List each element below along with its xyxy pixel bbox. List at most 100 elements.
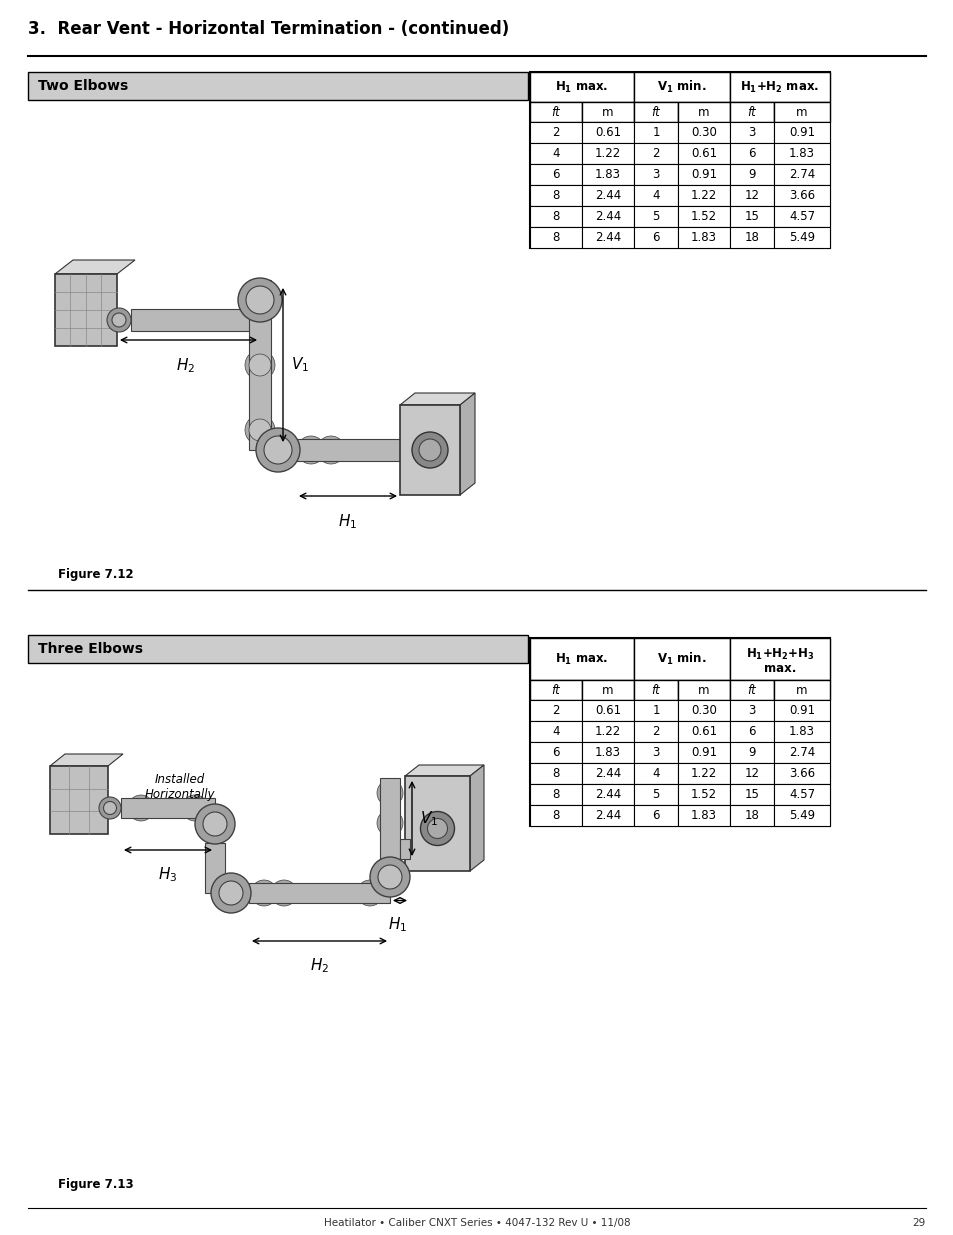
Text: $\mathbf{H_1}$ max.: $\mathbf{H_1}$ max. xyxy=(555,651,608,667)
Circle shape xyxy=(103,802,116,815)
Text: Figure 7.12: Figure 7.12 xyxy=(58,568,133,580)
Text: Installed
Horizontally: Installed Horizontally xyxy=(145,773,215,802)
Circle shape xyxy=(376,810,402,836)
Text: m: m xyxy=(698,105,709,119)
Bar xyxy=(729,763,773,784)
Bar xyxy=(678,763,729,784)
Text: 29: 29 xyxy=(912,1218,925,1228)
Text: 2.44: 2.44 xyxy=(595,189,620,203)
Bar xyxy=(773,700,829,721)
Circle shape xyxy=(203,811,227,836)
Bar xyxy=(399,405,459,495)
Text: 0.30: 0.30 xyxy=(690,704,717,718)
Text: ft: ft xyxy=(747,683,756,697)
Text: 0.61: 0.61 xyxy=(595,704,620,718)
Text: 1.83: 1.83 xyxy=(788,147,814,161)
Bar xyxy=(634,742,678,763)
Circle shape xyxy=(356,881,382,906)
Bar xyxy=(773,164,829,185)
Bar xyxy=(678,742,729,763)
Text: 12: 12 xyxy=(743,189,759,203)
Bar xyxy=(581,805,634,826)
Bar xyxy=(729,742,773,763)
Polygon shape xyxy=(50,755,123,766)
Bar xyxy=(729,185,773,206)
Text: m: m xyxy=(796,683,807,697)
Bar xyxy=(678,227,729,248)
Bar xyxy=(773,143,829,164)
Text: 0.61: 0.61 xyxy=(595,126,620,140)
Text: 2.44: 2.44 xyxy=(595,788,620,802)
Bar xyxy=(581,721,634,742)
Text: 3: 3 xyxy=(652,168,659,182)
Bar xyxy=(729,72,829,103)
Bar xyxy=(581,143,634,164)
Circle shape xyxy=(376,781,402,806)
Bar xyxy=(530,72,829,248)
Bar xyxy=(773,784,829,805)
Text: 6: 6 xyxy=(747,725,755,739)
Bar xyxy=(581,185,634,206)
Text: 1.83: 1.83 xyxy=(788,725,814,739)
Circle shape xyxy=(107,308,131,332)
Bar xyxy=(530,700,581,721)
Bar xyxy=(678,700,729,721)
Bar xyxy=(530,638,829,826)
Text: 8: 8 xyxy=(552,788,559,802)
Text: 8: 8 xyxy=(552,189,559,203)
Text: 0.91: 0.91 xyxy=(788,704,814,718)
Bar xyxy=(50,766,108,834)
Text: $\mathbf{H_1}$ max.: $\mathbf{H_1}$ max. xyxy=(555,79,608,95)
Text: 3: 3 xyxy=(652,746,659,760)
Text: 8: 8 xyxy=(552,210,559,224)
Text: ft: ft xyxy=(651,683,659,697)
Text: Figure 7.13: Figure 7.13 xyxy=(58,1178,133,1191)
Bar xyxy=(634,206,678,227)
Text: ft: ft xyxy=(551,683,559,697)
Bar xyxy=(530,784,581,805)
Bar xyxy=(28,72,527,100)
Text: $V_1$: $V_1$ xyxy=(291,356,309,374)
Circle shape xyxy=(377,864,401,889)
Text: 5.49: 5.49 xyxy=(788,809,814,823)
Bar xyxy=(773,763,829,784)
Bar xyxy=(634,164,678,185)
Text: max.: max. xyxy=(763,662,796,674)
Text: 15: 15 xyxy=(743,788,759,802)
Bar xyxy=(581,206,634,227)
Bar xyxy=(729,638,829,680)
Text: $H_2$: $H_2$ xyxy=(310,956,329,974)
Polygon shape xyxy=(55,261,135,274)
Bar xyxy=(729,227,773,248)
Bar xyxy=(249,883,390,903)
Circle shape xyxy=(251,881,276,906)
Text: 0.91: 0.91 xyxy=(690,746,717,760)
Bar xyxy=(530,742,581,763)
Bar xyxy=(581,680,634,700)
Bar xyxy=(773,206,829,227)
Bar xyxy=(729,721,773,742)
Bar xyxy=(729,103,773,122)
Bar xyxy=(295,438,399,461)
Bar xyxy=(773,122,829,143)
Text: 0.91: 0.91 xyxy=(690,168,717,182)
Bar xyxy=(530,164,581,185)
Bar xyxy=(729,805,773,826)
Text: $H_2$: $H_2$ xyxy=(175,356,194,374)
Bar xyxy=(530,805,581,826)
Bar xyxy=(678,680,729,700)
Polygon shape xyxy=(459,393,475,495)
Bar xyxy=(678,805,729,826)
Bar xyxy=(634,122,678,143)
Text: $\mathbf{H_1}$+$\mathbf{H_2}$ max.: $\mathbf{H_1}$+$\mathbf{H_2}$ max. xyxy=(740,79,819,95)
Bar xyxy=(634,763,678,784)
Text: 4.57: 4.57 xyxy=(788,210,814,224)
Bar xyxy=(530,185,581,206)
Bar xyxy=(678,784,729,805)
Bar xyxy=(729,680,773,700)
Circle shape xyxy=(420,811,454,846)
Circle shape xyxy=(296,436,325,464)
Text: 18: 18 xyxy=(743,231,759,245)
Circle shape xyxy=(112,312,126,327)
Circle shape xyxy=(316,436,345,464)
